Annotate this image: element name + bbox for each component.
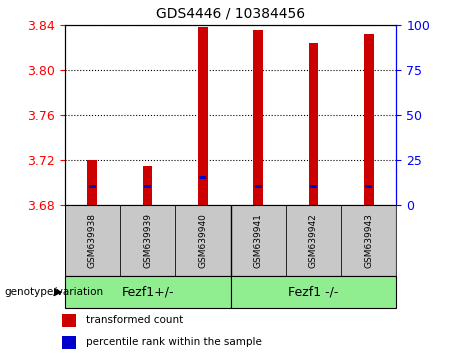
Text: GSM639942: GSM639942 (309, 213, 318, 268)
Text: GSM639943: GSM639943 (364, 213, 373, 268)
Text: GSM639941: GSM639941 (254, 213, 263, 268)
Bar (230, 205, 286, 276)
Bar (62, 336, 76, 349)
Bar (341, 205, 396, 276)
Text: GSM639939: GSM639939 (143, 213, 152, 268)
Bar (365, 185, 372, 188)
Text: GSM639940: GSM639940 (198, 213, 207, 268)
Title: GDS4446 / 10384456: GDS4446 / 10384456 (156, 7, 305, 21)
Bar (253, 30, 263, 205)
Text: genotype/variation: genotype/variation (5, 287, 104, 297)
Bar (310, 185, 317, 188)
Bar (89, 185, 96, 188)
Bar (254, 185, 262, 188)
Bar (230, 276, 396, 308)
Bar (175, 205, 230, 276)
Bar (198, 27, 208, 205)
Text: ▶: ▶ (54, 287, 62, 297)
Bar (62, 314, 76, 327)
Bar (120, 205, 175, 276)
Bar (142, 166, 153, 205)
Bar (65, 276, 230, 308)
Text: Fezf1+/-: Fezf1+/- (121, 286, 174, 298)
Bar (87, 160, 97, 205)
Bar (65, 205, 120, 276)
Text: Fezf1 -/-: Fezf1 -/- (288, 286, 339, 298)
Bar (286, 205, 341, 276)
Text: transformed count: transformed count (86, 315, 183, 325)
Bar (308, 43, 319, 205)
Text: GSM639938: GSM639938 (88, 213, 97, 268)
Text: percentile rank within the sample: percentile rank within the sample (86, 337, 262, 348)
Bar (199, 176, 207, 179)
Bar (144, 185, 151, 188)
Bar (364, 34, 374, 205)
